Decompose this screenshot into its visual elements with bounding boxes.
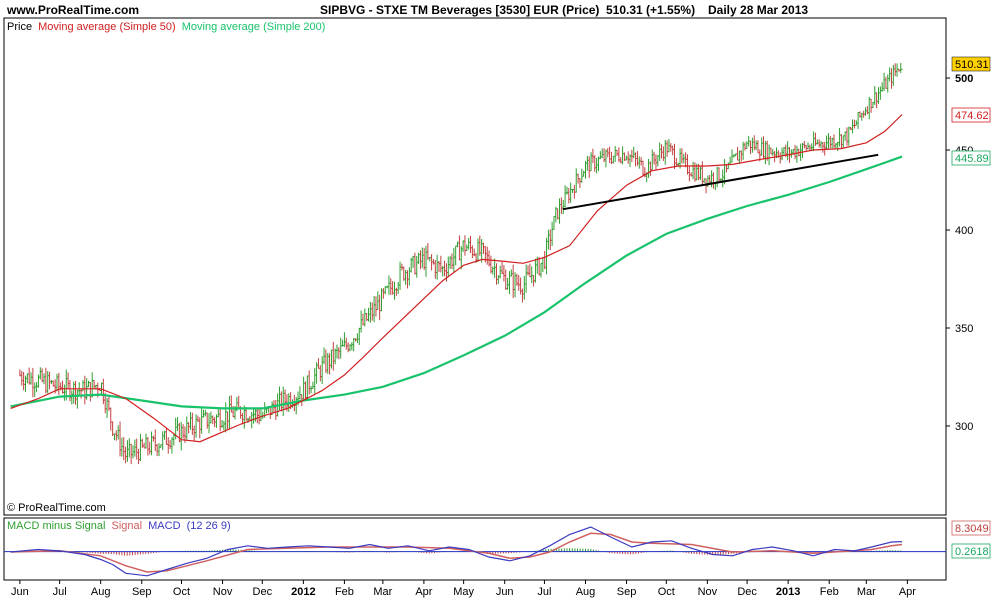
x-tick-label: Jun — [11, 586, 29, 598]
trend-line — [562, 153, 879, 211]
badge-macd-bg — [951, 520, 991, 536]
x-tick-label: Dec — [737, 586, 757, 598]
x-axis: Jun Jul Aug Sep Oct Nov Dec 2012 Feb Mar Apr May Jun… — [11, 580, 916, 598]
price-lines — [10, 114, 903, 443]
macd-legend: MACD minus Signal Signal MACD (12 26 9) — [7, 520, 231, 532]
x-tick-label: Dec — [253, 586, 273, 598]
signal-line — [10, 532, 903, 573]
badge-macd: 8.3049 — [955, 523, 989, 535]
y-tick-label: 300 — [955, 421, 973, 433]
badge-ma200: 445.89 — [955, 153, 989, 165]
ma50-line — [10, 114, 903, 443]
badge-ma50: 474.62 — [955, 110, 989, 122]
x-tick-label: Apr — [899, 586, 916, 598]
macd-legend-hist: MACD minus Signal — [7, 520, 105, 532]
x-tick-label: Sep — [617, 586, 637, 598]
price-panel — [3, 17, 947, 516]
badge-last: 510.31 — [955, 59, 989, 71]
price-axis: 300350400450500 — [946, 73, 973, 433]
x-tick-label: Oct — [173, 586, 190, 598]
x-tick-label: Mar — [373, 586, 392, 598]
x-tick-label: 2012 — [291, 586, 315, 598]
badge-ma200-bg — [951, 150, 991, 166]
legend-ma50: Moving average (Simple 50) — [38, 21, 176, 33]
price-change: 510.31 (+1.55%) — [606, 3, 695, 17]
x-tick-label: Feb — [335, 586, 354, 598]
badge-signal-bg — [951, 543, 991, 559]
macd-legend-params: (12 26 9) — [187, 520, 231, 532]
x-tick-label: Oct — [658, 586, 675, 598]
x-tick-label: Aug — [576, 586, 596, 598]
macd-panel — [3, 517, 947, 581]
ma200-line — [10, 155, 903, 410]
macd-legend-macd: MACD — [148, 520, 180, 532]
x-tick-label: Feb — [820, 586, 839, 598]
badge-ma50-bg — [951, 107, 991, 123]
x-tick-label: Aug — [91, 586, 111, 598]
x-tick-label: May — [453, 586, 474, 598]
x-tick-label: Nov — [698, 586, 718, 598]
chart-title: SIPBVG - STXE TM Beverages [3530] EUR (P… — [320, 3, 599, 17]
macd-legend-signal: Signal — [111, 520, 142, 532]
badge-last-bg — [951, 56, 991, 72]
x-tick-label: 2013 — [776, 586, 800, 598]
legend-ma200: Moving average (Simple 200) — [182, 21, 326, 33]
x-tick-label: Jul — [537, 586, 551, 598]
x-tick-label: Mar — [857, 586, 876, 598]
period-date: Daily 28 Mar 2013 — [708, 3, 808, 17]
x-tick-label: Jun — [496, 586, 514, 598]
legend-price: Price — [7, 21, 32, 33]
price-bars — [19, 62, 903, 465]
x-tick-label: Nov — [213, 586, 233, 598]
y-tick-label: 500 — [955, 73, 973, 85]
macd-line — [10, 526, 903, 577]
y-tick-label: 400 — [955, 225, 973, 237]
macd-lines — [4, 526, 946, 577]
x-tick-label: Jul — [53, 586, 67, 598]
x-tick-label: Sep — [132, 586, 152, 598]
x-tick-label: Apr — [415, 586, 432, 598]
site-name[interactable]: www.ProRealTime.com — [6, 3, 139, 17]
copyright: © ProRealTime.com — [7, 502, 106, 514]
badge-signal: 0.2618 — [955, 546, 989, 558]
y-tick-label: 350 — [955, 323, 973, 335]
legend: Price Moving average (Simple 50) Moving … — [7, 21, 325, 33]
